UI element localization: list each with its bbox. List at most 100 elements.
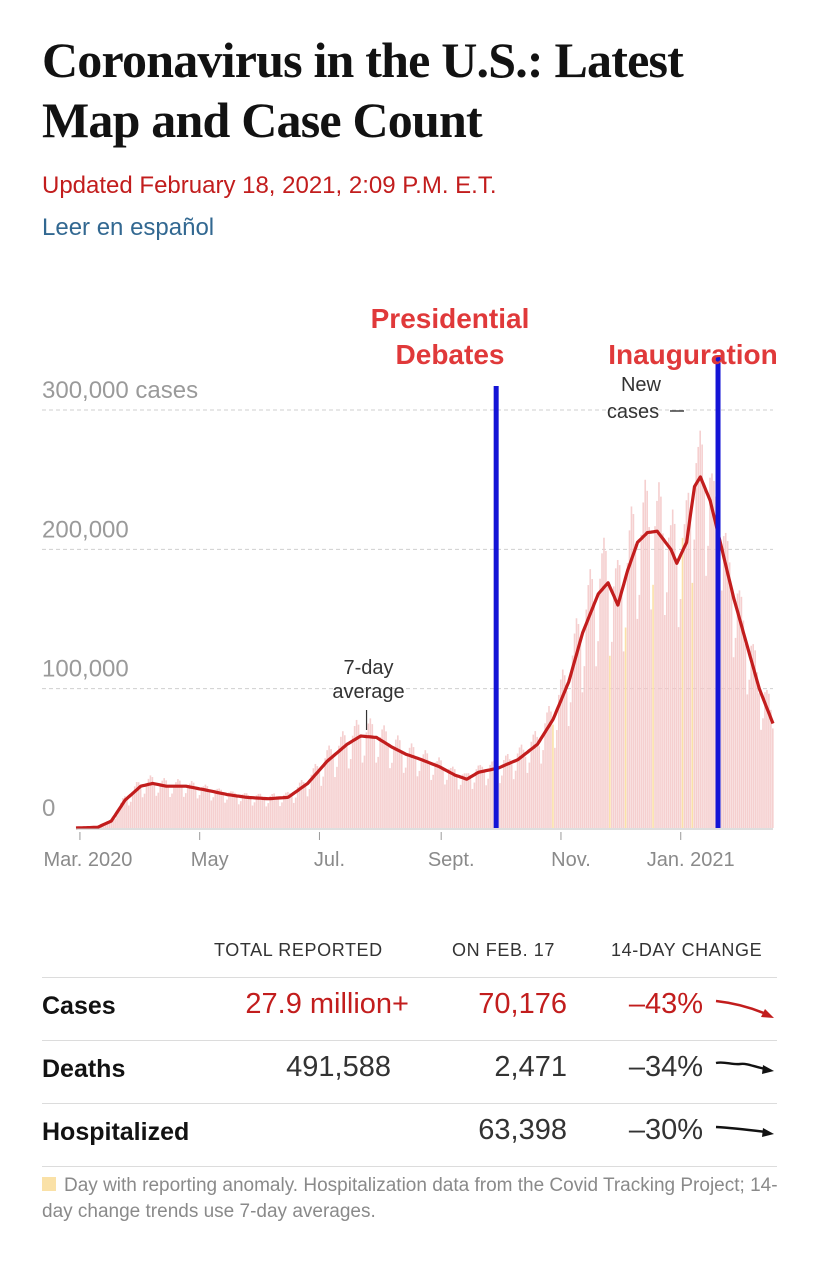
daily-case-bar bbox=[436, 761, 438, 828]
daily-case-bar bbox=[143, 793, 146, 828]
daily-case-bar bbox=[332, 757, 334, 828]
daily-case-bar bbox=[611, 641, 613, 828]
daily-case-bar bbox=[167, 785, 169, 828]
daily-case-bar bbox=[124, 796, 126, 828]
table-divider bbox=[42, 1166, 777, 1167]
daily-case-bar bbox=[253, 802, 256, 828]
daily-case-bar bbox=[473, 782, 476, 828]
daily-case-bar bbox=[748, 679, 751, 828]
daily-case-bar bbox=[632, 514, 635, 828]
daily-case-bar bbox=[756, 672, 758, 828]
daily-case-bar bbox=[355, 719, 358, 828]
hospitalized-on-day: 63,398 bbox=[478, 1114, 567, 1146]
daily-case-bar bbox=[697, 446, 700, 828]
daily-case-bar bbox=[214, 789, 217, 828]
daily-case-bar bbox=[389, 768, 391, 828]
cases-on-day: 70,176 bbox=[478, 988, 567, 1020]
daily-case-bar bbox=[228, 792, 230, 828]
daily-case-bar bbox=[212, 797, 215, 828]
daily-case-bar bbox=[147, 778, 150, 828]
daily-case-bar bbox=[768, 693, 770, 828]
daily-case-bar bbox=[398, 740, 401, 828]
daily-case-bar bbox=[194, 787, 197, 828]
daily-case-bar bbox=[695, 463, 698, 828]
row-label: Hospitalized bbox=[42, 1118, 190, 1146]
daily-case-bar bbox=[575, 618, 578, 828]
daily-case-bar bbox=[530, 741, 533, 828]
daily-case-bar bbox=[259, 793, 262, 828]
daily-case-bar bbox=[559, 679, 562, 828]
daily-case-bar bbox=[294, 797, 297, 828]
daily-case-bar bbox=[640, 534, 643, 828]
daily-case-bar bbox=[234, 792, 236, 828]
daily-case-bar bbox=[440, 760, 442, 828]
daily-case-bar bbox=[361, 762, 364, 828]
daily-case-bar bbox=[281, 802, 283, 828]
daily-case-bar bbox=[290, 796, 293, 828]
daily-case-bar bbox=[304, 787, 307, 828]
daily-case-bar bbox=[618, 565, 621, 828]
daily-case-bar bbox=[232, 791, 234, 828]
daily-case-bar bbox=[620, 589, 623, 828]
daily-case-bar bbox=[465, 773, 468, 828]
daily-case-bar bbox=[395, 739, 397, 828]
daily-case-bar bbox=[642, 502, 645, 828]
daily-case-bar bbox=[650, 609, 652, 828]
daily-case-bar bbox=[612, 586, 615, 828]
anomaly-day-bar bbox=[691, 582, 694, 828]
daily-case-bar bbox=[245, 793, 248, 828]
daily-case-bar bbox=[740, 596, 743, 828]
daily-case-bar bbox=[255, 795, 258, 828]
daily-case-bar bbox=[516, 753, 519, 828]
spanish-language-link[interactable]: Leer en español bbox=[42, 214, 215, 241]
daily-case-bar bbox=[540, 763, 542, 828]
inauguration-annotation-label: Inauguration bbox=[608, 339, 778, 370]
daily-case-bar bbox=[426, 753, 429, 828]
daily-case-bar bbox=[265, 806, 268, 828]
daily-case-bar bbox=[287, 791, 289, 828]
daily-case-bar bbox=[451, 766, 454, 828]
x-tick-label: Mar. 2020 bbox=[43, 849, 132, 871]
daily-case-bar bbox=[754, 650, 756, 828]
daily-case-bar bbox=[542, 750, 544, 828]
daily-case-bar bbox=[679, 599, 682, 828]
debates-annotation-label: Debates bbox=[396, 339, 505, 370]
daily-case-bar bbox=[614, 568, 617, 828]
daily-case-bar bbox=[385, 731, 387, 828]
daily-case-bar bbox=[561, 669, 564, 828]
x-axis bbox=[76, 828, 773, 840]
daily-case-bar bbox=[720, 590, 723, 828]
daily-case-bar bbox=[665, 592, 668, 828]
daily-case-bar bbox=[393, 746, 395, 828]
deaths-on-day: 2,471 bbox=[494, 1051, 567, 1083]
daily-case-bar bbox=[485, 785, 487, 828]
daily-case-bar bbox=[487, 778, 489, 828]
daily-case-bar bbox=[322, 776, 325, 828]
daily-case-bar bbox=[251, 805, 254, 828]
daily-case-bar bbox=[461, 774, 464, 828]
debates-marker-line bbox=[493, 386, 499, 828]
daily-case-bar bbox=[585, 609, 588, 828]
daily-case-bar bbox=[448, 768, 450, 828]
daily-case-bar bbox=[120, 802, 122, 828]
daily-case-bar bbox=[532, 734, 535, 828]
daily-case-bar bbox=[538, 746, 540, 828]
daily-case-bar bbox=[241, 794, 244, 828]
daily-case-bar bbox=[772, 728, 774, 828]
daily-case-bar bbox=[269, 795, 272, 828]
daily-case-bar bbox=[660, 496, 662, 828]
daily-case-bar bbox=[351, 735, 354, 828]
daily-case-bar bbox=[243, 793, 246, 828]
daily-case-bar bbox=[216, 788, 218, 828]
daily-case-bar bbox=[711, 473, 713, 828]
daily-case-bar bbox=[330, 749, 332, 828]
daily-case-bar bbox=[179, 780, 181, 828]
daily-case-bar bbox=[424, 750, 427, 828]
daily-case-bar bbox=[218, 788, 220, 828]
daily-case-bar bbox=[567, 726, 570, 828]
daily-case-bar bbox=[667, 537, 670, 828]
daily-case-bar bbox=[263, 799, 266, 828]
daily-case-bar bbox=[644, 479, 647, 828]
daily-case-bar bbox=[169, 797, 171, 828]
